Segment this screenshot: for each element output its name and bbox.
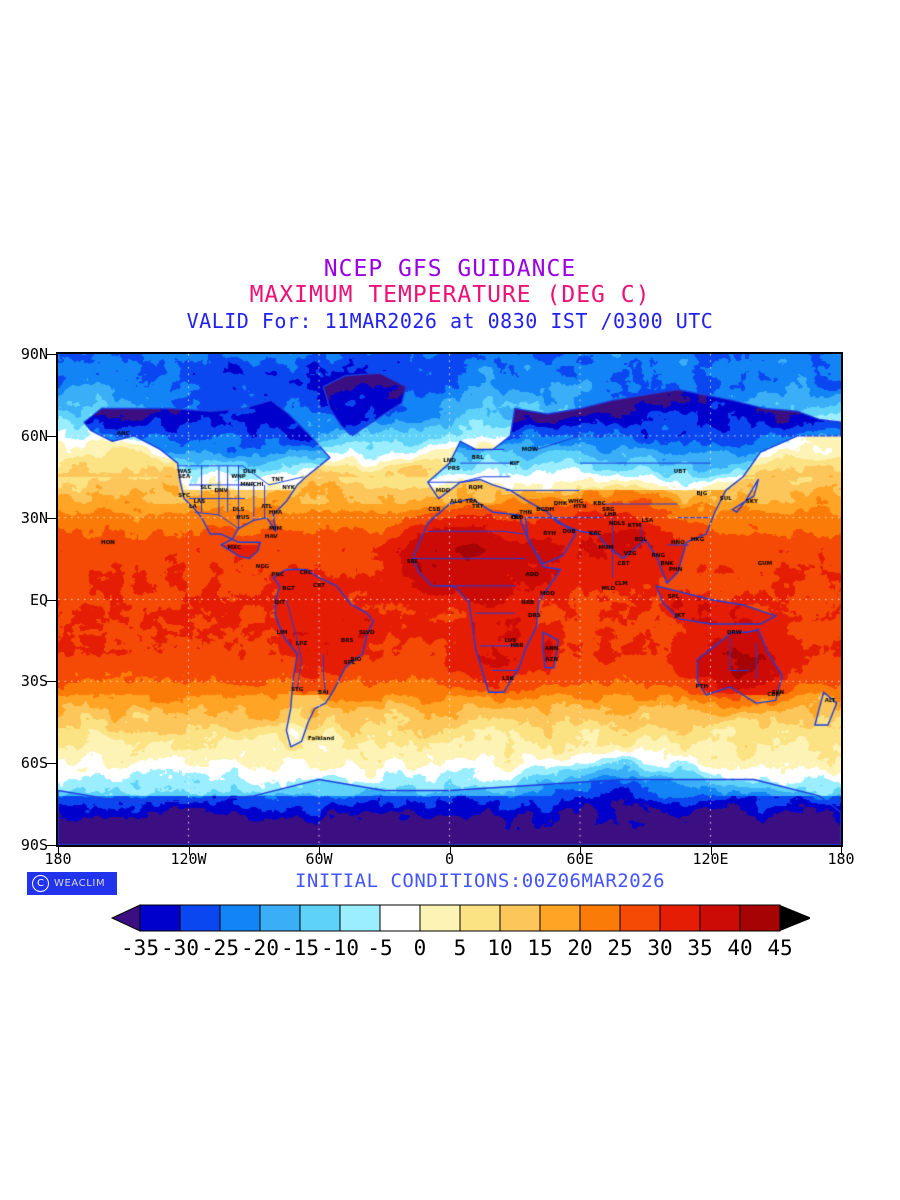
colorbar-segment: [419, 904, 461, 932]
colorbar-segment: [299, 904, 341, 932]
x-axis-tick: [449, 847, 451, 855]
colorbar-tick-label: 20: [567, 936, 593, 960]
colorbar-tick-label: 0: [413, 936, 427, 960]
x-axis-label: 60E: [566, 850, 594, 868]
colorbar-tick-label: -25: [201, 936, 239, 960]
colorbar-tick-label: 15: [527, 936, 553, 960]
colorbar-tick-label: -5: [367, 936, 393, 960]
y-axis-tick: [46, 845, 56, 846]
colorbar-swatches: [110, 904, 810, 932]
colorbar-tick-label: -30: [161, 936, 199, 960]
y-axis-label: 30S: [20, 672, 48, 691]
colorbar-tick-label: 40: [727, 936, 753, 960]
colorbar-tick-label: 30: [647, 936, 673, 960]
colorbar-tick-label: 25: [607, 936, 633, 960]
world-temperature-map[interactable]: [56, 352, 843, 847]
colorbar-segment: [259, 904, 301, 932]
colorbar-extend-high: [780, 905, 810, 931]
title-line-variable: MAXIMUM TEMPERATURE (DEG C): [249, 282, 651, 308]
colorbar-tick-label: -10: [321, 936, 359, 960]
x-axis-tick: [188, 847, 190, 855]
colorbar-tick-label: -35: [121, 936, 159, 960]
map-raster: [58, 354, 841, 845]
x-axis-label: 120E: [692, 850, 729, 868]
x-axis-label: 180: [44, 850, 72, 868]
title-line-agency: NCEP GFS GUIDANCE: [323, 256, 577, 282]
y-axis-tick: [46, 599, 56, 601]
colorbar-segment: [739, 904, 781, 932]
x-axis-label: 60W: [305, 850, 333, 868]
y-axis-label: 30N: [20, 508, 48, 527]
colorbar-tick-label: -15: [281, 936, 319, 960]
y-axis-tick: [46, 435, 56, 437]
y-axis-tick: [46, 763, 56, 765]
colorbar-segment: [339, 904, 381, 932]
colorbar-segment: [539, 904, 581, 932]
title-line-valid-time: VALID For: 11MAR2026 at 0830 IST /0300 U…: [186, 309, 714, 333]
x-axis-tick: [58, 847, 59, 855]
colorbar-segment: [579, 904, 621, 932]
x-axis-tick: [319, 847, 320, 855]
y-axis-tick: [46, 517, 56, 519]
y-axis-tick: [46, 354, 56, 355]
colorbar-segment: [699, 904, 741, 932]
colorbar-tick-label: 10: [487, 936, 513, 960]
colorbar-extend-low: [110, 904, 141, 932]
colorbar-segment: [179, 904, 221, 932]
colorbar-segment: [619, 904, 661, 932]
weaclim-logo-badge[interactable]: C WEACLIM: [27, 872, 117, 895]
copyright-icon: C: [32, 875, 49, 892]
colorbar-tick-label: 45: [767, 936, 793, 960]
y-axis-label: EQ: [29, 590, 48, 609]
y-axis-label: 90N: [20, 345, 48, 363]
y-axis-label: 60N: [20, 426, 48, 445]
x-axis-label: 180: [827, 850, 855, 868]
colorbar-segment: [459, 904, 501, 932]
x-axis-label: 120W: [170, 850, 207, 868]
y-axis-tick: [46, 681, 56, 683]
x-axis-tick: [580, 847, 581, 855]
x-axis-tick: [710, 847, 712, 855]
temperature-colorbar: -35 -30 -25 -20 -15 -10 -5 0 5 10 15 20 25 30 35 40 45: [110, 903, 810, 960]
colorbar-segment: [499, 904, 541, 932]
colorbar-segment: [659, 904, 701, 932]
colorbar-tick-labels: -35 -30 -25 -20 -15 -10 -5 0 5 10 15 20 25 30 35 40 45: [110, 936, 810, 960]
colorbar-segment: [139, 904, 181, 932]
colorbar-tick-label: 35: [687, 936, 713, 960]
x-axis-tick: [841, 847, 842, 855]
y-axis-label: 90S: [20, 836, 48, 854]
initial-conditions-text: INITIAL CONDITIONS:00Z06MAR2026: [294, 870, 666, 892]
colorbar-tick-label: -20: [241, 936, 279, 960]
chart-title-block: NCEP GFS GUIDANCE MAXIMUM TEMPERATURE (D…: [0, 256, 900, 334]
x-axis-label: 0: [444, 850, 455, 868]
colorbar-tick-label: 5: [453, 936, 467, 960]
colorbar-segment: [219, 904, 261, 932]
y-axis-label: 60S: [20, 754, 48, 773]
colorbar-segment: [379, 904, 421, 932]
weaclim-label: WEACLIM: [54, 878, 106, 889]
